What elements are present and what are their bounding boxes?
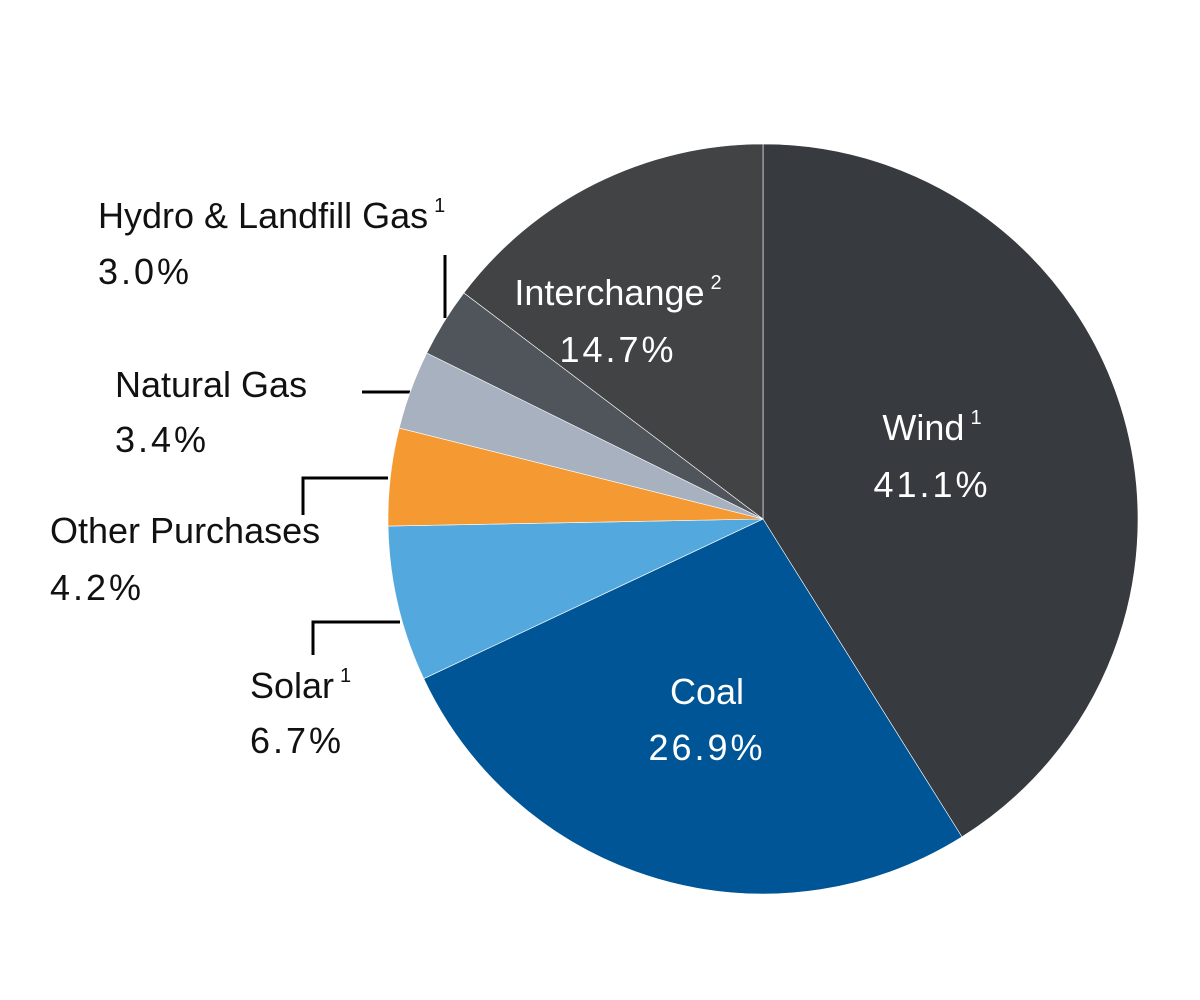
slice-label: Interchange 2 bbox=[514, 272, 721, 313]
leader-line bbox=[311, 620, 400, 655]
category-name: Hydro & Landfill Gas bbox=[98, 195, 428, 236]
value-label: 3.4% bbox=[115, 419, 209, 460]
pie-slice bbox=[463, 143, 764, 520]
pie-slice bbox=[423, 518, 963, 895]
value-label: 3.0% bbox=[98, 251, 192, 292]
value-label: 14.7% bbox=[559, 329, 676, 370]
footnote-mark: 1 bbox=[434, 195, 445, 217]
category-name: Solar bbox=[250, 665, 334, 706]
value-label: 6.7% bbox=[250, 720, 344, 761]
leader-lines bbox=[301, 255, 447, 655]
category-name: Coal bbox=[670, 671, 744, 712]
leader-line bbox=[301, 476, 388, 515]
slices bbox=[387, 143, 1139, 895]
slice-label: Natural Gas bbox=[115, 364, 307, 405]
pie-slice bbox=[762, 143, 1139, 838]
slice-label: Other Purchases bbox=[50, 510, 320, 551]
slice-label: Hydro & Landfill Gas 1 bbox=[98, 195, 445, 236]
category-name: Other Purchases bbox=[50, 510, 320, 551]
category-name: Wind bbox=[882, 407, 964, 448]
category-name: Interchange bbox=[514, 272, 704, 313]
slice-label: Solar 1 bbox=[250, 665, 351, 706]
footnote-mark: 1 bbox=[970, 407, 981, 429]
slice-label: Wind 1 bbox=[882, 407, 981, 448]
value-label: 41.1% bbox=[873, 464, 990, 505]
value-label: 26.9% bbox=[648, 727, 765, 768]
pie-slice bbox=[387, 518, 764, 680]
slice-label: Coal bbox=[670, 671, 744, 712]
footnote-mark: 2 bbox=[711, 272, 722, 294]
value-label: 4.2% bbox=[50, 567, 144, 608]
footnote-mark: 1 bbox=[340, 665, 351, 687]
category-name: Natural Gas bbox=[115, 364, 307, 405]
